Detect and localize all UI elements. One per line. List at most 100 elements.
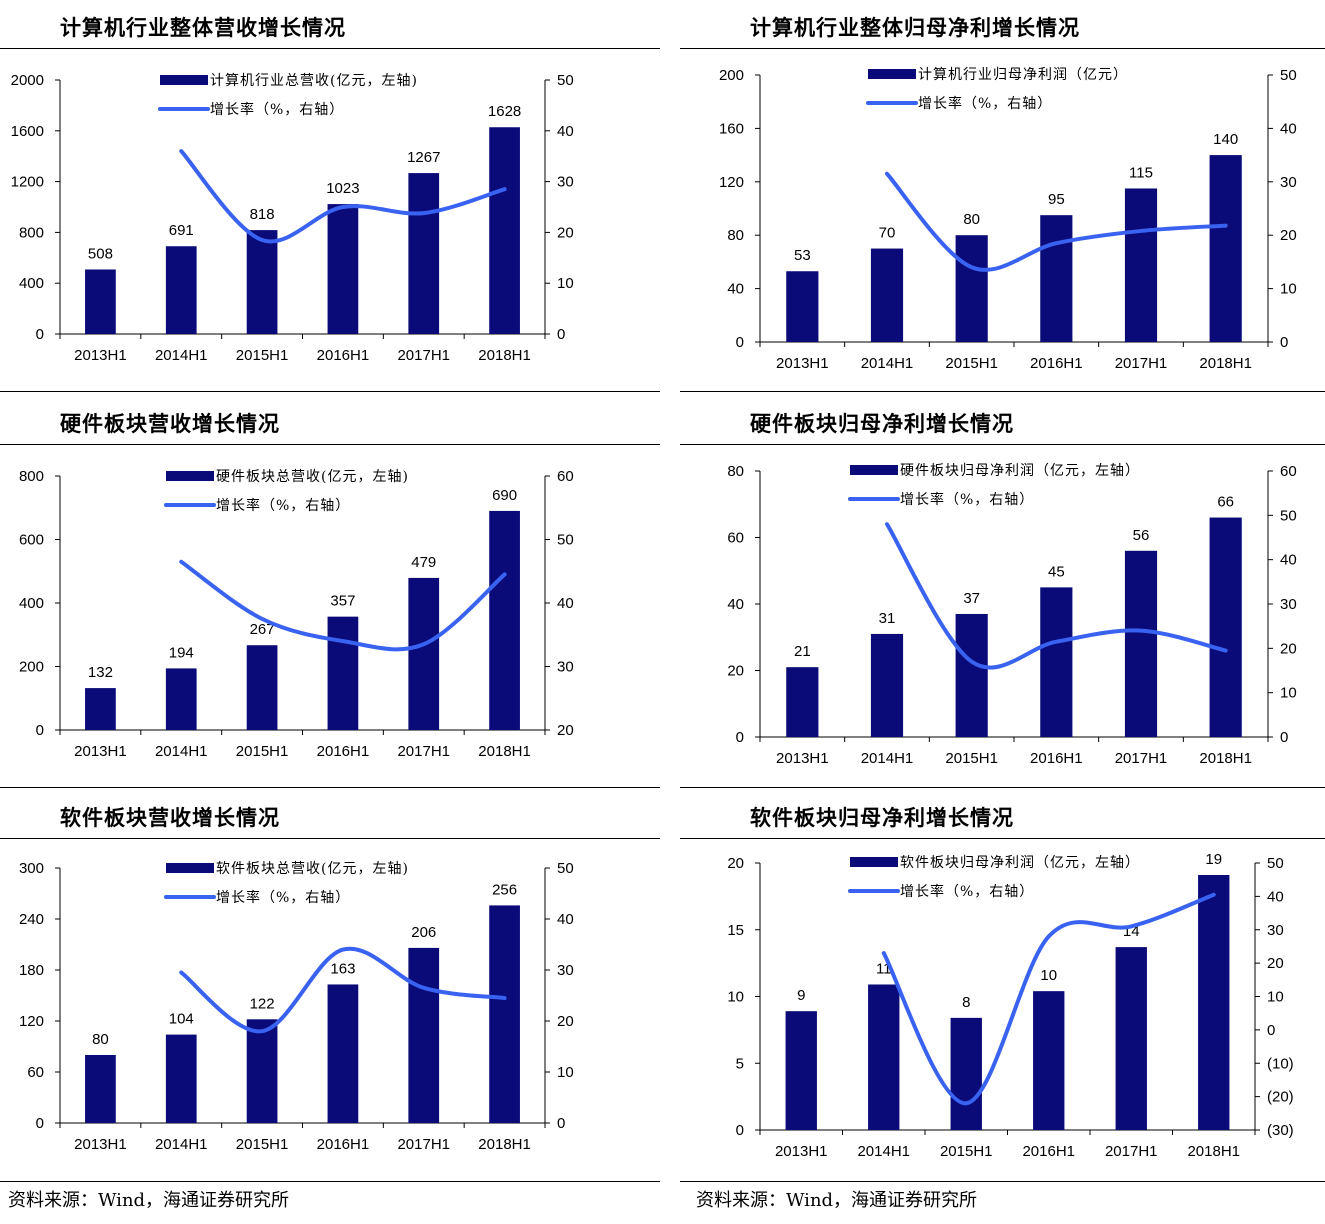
x-tick-label: 2013H1 [74,347,127,364]
y-right-tick-label: 40 [1280,120,1297,137]
y-left-tick-label: 20 [727,855,744,872]
bar [786,667,819,737]
x-tick-label: 2017H1 [397,1136,450,1153]
y-right-tick-label: 50 [1267,855,1284,872]
bar-data-label: 19 [1205,851,1222,868]
bar [165,246,197,334]
y-left-tick-label: 2000 [11,72,44,89]
y-right-tick-label: 10 [557,275,574,292]
y-left-tick-label: 0 [736,334,744,351]
growth-rate-line [179,559,507,652]
bar-data-label: 267 [250,621,275,638]
y-left-tick-label: 160 [719,120,744,137]
bar-data-label: 1023 [326,180,359,197]
x-tick-label: 2018H1 [478,347,531,364]
bar-data-label: 8 [962,994,970,1011]
x-tick-label: 2013H1 [776,355,829,372]
bar [1209,155,1242,342]
bar [1124,188,1158,342]
x-tick-label: 2014H1 [155,743,208,760]
source-note-left: 资料来源：Wind，海通证券研究所 [8,1190,290,1211]
y-right-tick-label: 10 [557,1064,574,1081]
bar-data-label: 357 [330,593,355,610]
chart-svg: 0 20 40 60 80 0 10 20 30 40 50 60 2013H1 21 2014H1 31 20… [727,462,1297,767]
y-right-tick-label: 10 [1280,685,1297,702]
y-left-tick-label: 80 [727,227,744,244]
bar [327,616,359,730]
y-right-tick-label: 20 [1280,640,1297,657]
bar [246,645,278,730]
legend-bar-label: 硬件板块归母净利润（亿元，左轴） [900,462,1140,479]
chart-panel-5: 软件板块营收增长情况 0 60 120 180 240 300 0 10 20 30 40 50 201… [0,790,660,1184]
legend-bar-swatch [166,471,214,481]
bar [85,1055,116,1123]
chart-title: 硬件板块归母净利增长情况 [750,411,1014,436]
bar-data-label: 122 [250,995,275,1012]
bar-data-label: 80 [92,1031,109,1048]
legend-bar-label: 软件板块归母净利润（亿元，左轴） [900,854,1140,871]
title-rule [680,444,1325,445]
panel-rule [0,391,660,392]
y-right-tick-label: 0 [557,1115,565,1132]
x-tick-label: 2015H1 [236,1136,289,1153]
y-left-tick-label: 0 [36,1115,44,1132]
bar [1124,550,1158,737]
bar [1040,587,1073,737]
chart-panel-6: 软件板块归母净利增长情况 0 5 10 15 20 (30) (20) (10) 0 10 20 30… [680,790,1325,1184]
chart-panel-4: 硬件板块归母净利增长情况 0 20 40 60 80 0 10 20 30 40 50 60 2013H… [680,396,1325,790]
y-right-tick-label: 20 [557,1013,574,1030]
y-left-tick-label: 5 [736,1055,744,1072]
x-tick-label: 2016H1 [1030,750,1083,767]
y-left-tick-label: 80 [727,463,744,480]
x-tick-label: 2013H1 [775,1143,828,1160]
bar-data-label: 53 [794,247,811,264]
y-right-tick-label: 30 [1280,174,1297,191]
y-left-tick-label: 300 [19,860,44,877]
bar [246,1019,278,1123]
y-left-tick-label: 0 [36,326,44,343]
bar-data-label: 45 [1048,563,1065,580]
legend-bar-label: 硬件板块总营收(亿元，左轴) [216,469,409,485]
bar [489,905,520,1123]
bar [785,1011,817,1130]
bar-data-label: 21 [794,643,811,660]
y-right-tick-label: 60 [1280,463,1297,480]
x-tick-label: 2015H1 [940,1143,993,1160]
bar-data-label: 508 [88,245,113,262]
chart-panel-2: 计算机行业整体归母净利增长情况 0 40 80 120 160 200 0 10 20 30 40 5… [680,0,1325,394]
y-left-tick-label: 200 [19,659,44,676]
legend-line-label: 增长率（%，右轴） [918,95,1052,112]
panel-rule [680,391,1325,392]
bar-data-label: 66 [1217,494,1234,511]
bar-data-label: 163 [330,960,355,977]
x-tick-label: 2016H1 [317,347,370,364]
bar-data-label: 1628 [488,103,521,120]
bar [85,269,116,334]
y-right-tick-label: 30 [557,659,574,676]
bar-data-label: 479 [411,554,436,571]
bar-data-label: 256 [492,881,517,898]
bar-data-label: 691 [169,222,194,239]
y-right-tick-label: 40 [557,123,574,140]
chart-svg: 0 400 800 1200 1600 2000 0 10 20 30 40 50 2013H1 508 2… [11,72,574,364]
bar-data-label: 132 [88,664,113,681]
bar-data-label: 80 [963,211,980,228]
bar-data-label: 140 [1213,131,1238,148]
legend-bar-label: 计算机行业总营收(亿元，左轴) [210,73,418,89]
y-left-tick-label: 200 [719,67,744,84]
chart-title: 软件板块营收增长情况 [60,805,280,830]
x-tick-label: 2013H1 [74,1136,127,1153]
bar-data-label: 690 [492,487,517,504]
legend-bar-label: 软件板块总营收(亿元，左轴) [216,861,409,877]
source-note-right: 资料来源：Wind，海通证券研究所 [696,1190,978,1211]
y-right-tick-label: 50 [1280,67,1297,84]
x-tick-label: 2014H1 [861,355,914,372]
bar [246,230,278,334]
x-tick-label: 2015H1 [945,355,998,372]
chart-panel-1: 计算机行业整体营收增长情况 0 400 800 1200 1600 2000 0 10 20 30… [0,0,660,394]
y-left-tick-label: 60 [727,530,744,547]
bar [165,1034,197,1123]
chart-panel-3: 硬件板块营收增长情况 0 200 400 600 800 20 30 40 50 60 2013H1… [0,396,660,790]
bar [327,204,359,334]
x-tick-label: 2016H1 [317,1136,370,1153]
